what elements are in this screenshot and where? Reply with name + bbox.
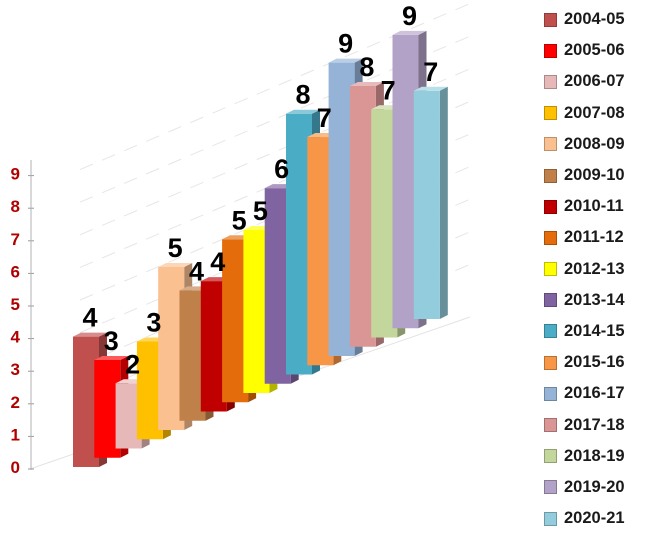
legend-item: 2005-06 (544, 35, 662, 66)
legend-swatch (544, 418, 557, 433)
y-tick-label: 0 (11, 458, 20, 477)
legend-label: 2008-09 (564, 134, 625, 153)
bar-top (392, 30, 427, 35)
data-label: 4 (210, 247, 225, 277)
data-label: 5 (168, 233, 183, 263)
legend-label: 2009-10 (564, 166, 625, 185)
legend-label: 2005-06 (564, 41, 625, 60)
data-label: 8 (359, 52, 374, 82)
legend-label: 2019-20 (564, 477, 625, 496)
legend-item: 2008-09 (544, 129, 662, 160)
legend-item: 2010-11 (544, 191, 662, 222)
legend-item: 2016-17 (544, 378, 662, 409)
legend-label: 2014-15 (564, 321, 625, 340)
data-label: 7 (317, 103, 332, 133)
legend-label: 2007-08 (564, 103, 625, 122)
data-label: 8 (295, 80, 310, 110)
bar-top (94, 355, 129, 360)
y-tick-label: 8 (11, 197, 20, 216)
legend-label: 2012-13 (564, 259, 625, 278)
bar-side (439, 86, 448, 319)
y-axis: 0 1 2 3 4 5 6 7 8 9 (11, 160, 34, 477)
legend-swatch (544, 480, 557, 495)
legend-swatch (544, 449, 557, 464)
legend-label: 2020-21 (564, 509, 625, 528)
y-tick-label: 6 (11, 262, 20, 281)
legend-label: 2011-12 (564, 228, 624, 247)
legend-label: 2015-16 (564, 353, 625, 372)
legend-label: 2017-18 (564, 415, 625, 434)
data-label: 3 (104, 326, 119, 356)
bar-2020-21 (413, 86, 448, 319)
legend-swatch (544, 511, 557, 526)
legend-item: 2007-08 (544, 98, 662, 129)
y-tick-label: 3 (11, 360, 20, 379)
legend-swatch (544, 199, 557, 214)
legend: 2004-05 2005-06 2006-07 2007-08 2008-09 2009-… (544, 4, 662, 534)
data-label: 3 (146, 307, 161, 337)
legend-swatch (544, 74, 557, 89)
bar-front (413, 90, 440, 319)
y-tick-label: 4 (11, 328, 21, 347)
legend-swatch (544, 355, 557, 370)
legend-swatch (544, 12, 557, 27)
data-label: 7 (381, 75, 396, 105)
legend-swatch (544, 43, 557, 58)
data-label: 2 (125, 349, 140, 379)
legend-swatch (544, 293, 557, 308)
data-label: 6 (274, 154, 289, 184)
legend-item: 2019-20 (544, 472, 662, 503)
data-label: 5 (232, 205, 247, 235)
legend-label: 2018-19 (564, 446, 625, 465)
legend-swatch (544, 137, 557, 152)
data-label: 9 (338, 29, 353, 59)
legend-swatch (544, 386, 557, 401)
bar-top (328, 58, 363, 63)
data-label: 9 (402, 1, 417, 31)
data-label: 4 (82, 303, 97, 333)
legend-item: 2014-15 (544, 316, 662, 347)
bar-top (286, 109, 320, 114)
legend-swatch (544, 168, 557, 183)
legend-swatch (544, 324, 557, 339)
legend-label: 2006-07 (564, 72, 625, 91)
legend-item: 2018-19 (544, 441, 662, 472)
legend-item: 2020-21 (544, 503, 662, 534)
legend-item: 2012-13 (544, 254, 662, 285)
bars (73, 30, 448, 467)
legend-swatch (544, 262, 557, 277)
data-label: 5 (253, 196, 268, 226)
legend-item: 2006-07 (544, 66, 662, 97)
y-tick-label: 5 (11, 295, 20, 314)
data-label: 7 (423, 57, 438, 87)
y-tick-label: 9 (11, 165, 20, 184)
data-label: 4 (189, 256, 204, 286)
legend-item: 2015-16 (544, 347, 662, 378)
legend-item: 2011-12 (544, 222, 662, 253)
bar-top (158, 263, 193, 267)
legend-label: 2016-17 (564, 384, 625, 403)
legend-swatch (544, 106, 557, 121)
bar-top (349, 81, 384, 86)
y-tick-label: 1 (11, 425, 20, 444)
y-tick-label: 2 (11, 393, 20, 412)
legend-item: 2017-18 (544, 409, 662, 440)
legend-item: 2009-10 (544, 160, 662, 191)
legend-item: 2013-14 (544, 285, 662, 316)
legend-label: 2004-05 (564, 10, 625, 29)
y-tick-label: 7 (11, 230, 20, 249)
legend-swatch (544, 230, 557, 245)
legend-item: 2004-05 (544, 4, 662, 35)
bar-top (73, 332, 107, 337)
legend-label: 2010-11 (564, 197, 624, 216)
bar-top (413, 86, 448, 91)
legend-label: 2013-14 (564, 290, 625, 309)
